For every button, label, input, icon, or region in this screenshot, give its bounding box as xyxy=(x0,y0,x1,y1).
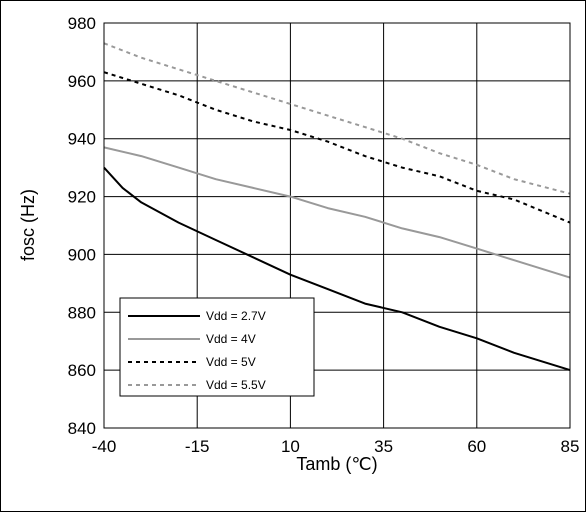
series-layer xyxy=(103,42,571,372)
y-axis-ticks: 840 860 880 900 920 940 960 980 xyxy=(68,14,96,438)
y-tick-label: 900 xyxy=(68,245,96,264)
y-tick-label: 840 xyxy=(68,419,96,438)
y-tick-label: 860 xyxy=(68,361,96,380)
legend-label-3: Vdd = 5.5V xyxy=(206,378,266,392)
series-line-0 xyxy=(103,166,571,372)
x-tick-label: 10 xyxy=(281,437,300,456)
series-line-1 xyxy=(103,146,571,279)
legend-box xyxy=(119,297,315,397)
legend-label-0: Vdd = 2.7V xyxy=(206,309,266,323)
y-axis-title: fosc (Hz) xyxy=(18,189,38,261)
legend-label-2: Vdd = 5V xyxy=(206,355,256,369)
x-tick-label: -15 xyxy=(185,437,210,456)
x-tick-label: 35 xyxy=(374,437,393,456)
x-axis-title: Tamb (℃) xyxy=(296,454,377,474)
x-tick-label: 85 xyxy=(561,437,580,456)
y-tick-label: 920 xyxy=(68,188,96,207)
series-line-3 xyxy=(103,42,571,195)
y-tick-label: 940 xyxy=(68,130,96,149)
x-tick-label: -40 xyxy=(92,437,117,456)
y-tick-label: 980 xyxy=(68,14,96,33)
legend-label-1: Vdd = 4V xyxy=(206,332,256,346)
y-tick-label: 880 xyxy=(68,303,96,322)
plot-frame xyxy=(103,22,571,429)
legend: Vdd = 2.7V Vdd = 4V Vdd = 5V Vdd = 5.5V xyxy=(119,297,315,397)
series-line-2 xyxy=(103,71,571,224)
y-tick-label: 960 xyxy=(68,72,96,91)
x-axis-ticks: -40 -15 10 35 60 85 xyxy=(92,437,580,456)
x-tick-label: 60 xyxy=(467,437,486,456)
